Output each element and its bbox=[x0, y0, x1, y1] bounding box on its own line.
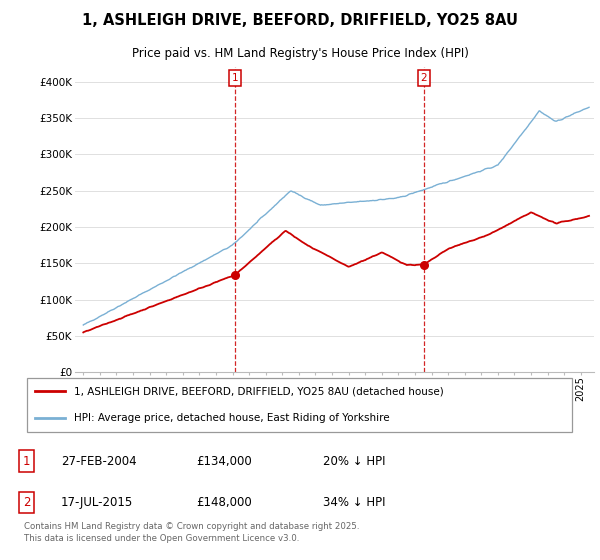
Text: HPI: Average price, detached house, East Riding of Yorkshire: HPI: Average price, detached house, East… bbox=[74, 413, 389, 423]
Text: 1, ASHLEIGH DRIVE, BEEFORD, DRIFFIELD, YO25 8AU (detached house): 1, ASHLEIGH DRIVE, BEEFORD, DRIFFIELD, Y… bbox=[74, 386, 443, 396]
Text: 2: 2 bbox=[421, 73, 427, 83]
Text: 27-FEB-2004: 27-FEB-2004 bbox=[61, 455, 137, 468]
Text: 17-JUL-2015: 17-JUL-2015 bbox=[61, 496, 133, 509]
Text: Price paid vs. HM Land Registry's House Price Index (HPI): Price paid vs. HM Land Registry's House … bbox=[131, 47, 469, 60]
Text: 2: 2 bbox=[23, 496, 30, 509]
Text: £134,000: £134,000 bbox=[196, 455, 252, 468]
Text: 34% ↓ HPI: 34% ↓ HPI bbox=[323, 496, 386, 509]
Text: 20% ↓ HPI: 20% ↓ HPI bbox=[323, 455, 386, 468]
Text: 1: 1 bbox=[23, 455, 30, 468]
Text: Contains HM Land Registry data © Crown copyright and database right 2025.
This d: Contains HM Land Registry data © Crown c… bbox=[24, 522, 359, 543]
FancyBboxPatch shape bbox=[27, 377, 572, 432]
Text: 1: 1 bbox=[232, 73, 238, 83]
Text: £148,000: £148,000 bbox=[196, 496, 252, 509]
Text: 1, ASHLEIGH DRIVE, BEEFORD, DRIFFIELD, YO25 8AU: 1, ASHLEIGH DRIVE, BEEFORD, DRIFFIELD, Y… bbox=[82, 13, 518, 29]
